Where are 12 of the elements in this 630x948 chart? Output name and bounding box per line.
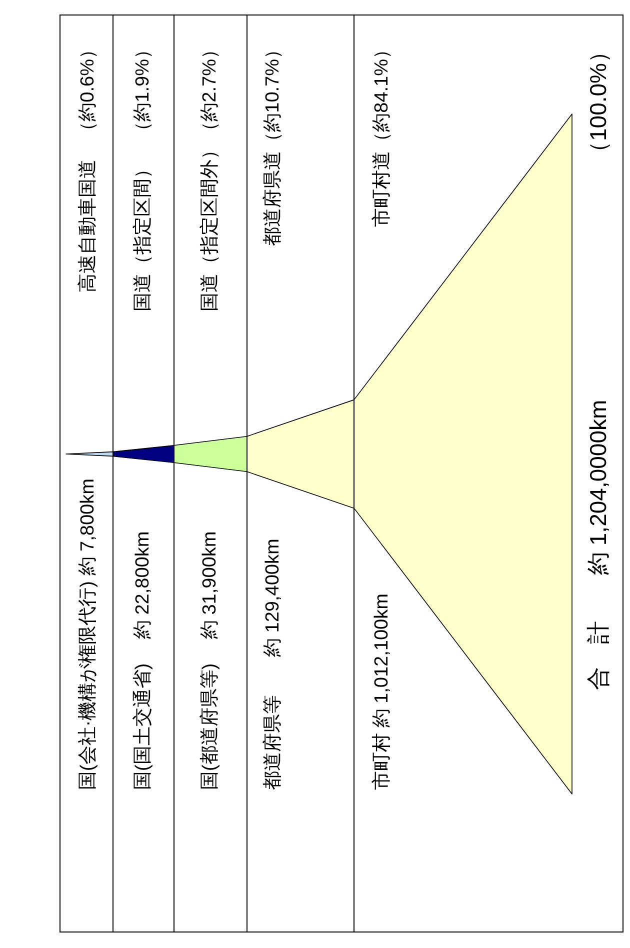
text: 合 計 約 1,204,0000km (585, 400, 611, 690)
data-label: 国(会社·機構が権限代行) 約 7,800km (78, 478, 98, 790)
data-label: 都道府県等 約 129,400km (262, 538, 284, 790)
data-label: 市町村 約 1,012,100km (370, 594, 392, 790)
category-label: 国道（指定区間） （約1.9%） (132, 40, 154, 312)
data-label: 国(国土交通省) 約 22,800km (132, 531, 154, 790)
category-label: 高速自動車国道 （約0.6%） (76, 40, 98, 292)
category-label: 市町村道（約84.1%） (370, 40, 392, 227)
category-label: 国道（指定区間外）（約2.7%） (198, 40, 220, 312)
data-label: 国(都道府県等) 約 31,900km (198, 531, 220, 790)
text: （100.0%） (585, 40, 611, 164)
category-label: 都道府県道（約10.7%） (262, 40, 284, 246)
